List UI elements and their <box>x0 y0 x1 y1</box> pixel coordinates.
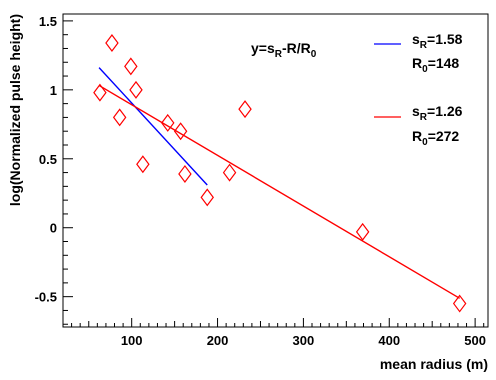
legend-blue-sR: sR=1.58 <box>412 31 463 51</box>
data-point <box>173 122 188 141</box>
data-point <box>136 155 150 174</box>
y-axis-title: log(Normalized pulse height) <box>7 14 23 206</box>
data-point <box>178 164 192 183</box>
formula-middle: -R/R <box>282 40 311 56</box>
data-point <box>452 294 467 313</box>
legend-red-s-symbol: s <box>412 103 420 119</box>
data-point <box>105 33 119 52</box>
formula-prefix: y=s <box>251 40 275 56</box>
legend-red-s-subscript: R <box>420 112 428 123</box>
data-point <box>200 188 214 207</box>
data-point <box>222 163 237 182</box>
y-tick-label: 1.5 <box>39 14 57 29</box>
y-tick-label: 0 <box>50 221 57 236</box>
legend-red-r-value: =272 <box>428 128 460 144</box>
y-tick-label: 0.5 <box>39 152 57 167</box>
x-tick-label: 200 <box>207 333 229 348</box>
y-tick-label: 1 <box>50 83 57 98</box>
legend-blue-r-symbol: R <box>412 55 422 71</box>
formula-label: y=sR-R/R0 <box>251 40 317 60</box>
fit-line-0 <box>98 67 208 186</box>
legend-red-r-symbol: R <box>412 128 422 144</box>
x-tick-label: 400 <box>378 333 400 348</box>
data-point <box>124 57 138 76</box>
fit-line-1 <box>98 84 461 299</box>
x-tick-label: 300 <box>293 333 315 348</box>
plot-frame <box>62 13 489 328</box>
legend-blue-s-symbol: s <box>412 31 420 47</box>
formula-sub1: R <box>275 49 283 60</box>
data-points <box>93 33 467 313</box>
fit-lines <box>98 67 461 299</box>
data-point <box>129 80 143 99</box>
legend-red-r-subscript: 0 <box>422 137 428 148</box>
legend-blue-s-value: =1.58 <box>427 31 463 47</box>
legend-blue-R0: R0=148 <box>412 55 459 75</box>
x-axis-ticks: 100 200 300 400 500 <box>62 318 486 348</box>
formula-sub2: 0 <box>311 49 317 60</box>
data-point <box>160 113 175 132</box>
data-point <box>355 222 370 241</box>
data-point <box>112 108 127 127</box>
legend-blue-r-subscript: 0 <box>422 64 428 75</box>
data-point <box>238 100 252 119</box>
x-axis-title: mean radius (m) <box>380 356 488 372</box>
legend-red-sR: sR=1.26 <box>412 103 463 123</box>
legend-red-R0: R0=272 <box>412 128 459 148</box>
y-tick-label: -0.5 <box>35 290 57 305</box>
x-tick-label: 100 <box>121 333 143 348</box>
legend-blue-s-subscript: R <box>420 40 428 51</box>
x-tick-label: 500 <box>464 333 486 348</box>
legend-blue-r-value: =148 <box>428 55 460 71</box>
y-axis-ticks: -0.5 0 0.5 1 1.5 <box>35 14 73 325</box>
legend-red-s-value: =1.26 <box>427 103 463 119</box>
data-point <box>93 83 107 102</box>
